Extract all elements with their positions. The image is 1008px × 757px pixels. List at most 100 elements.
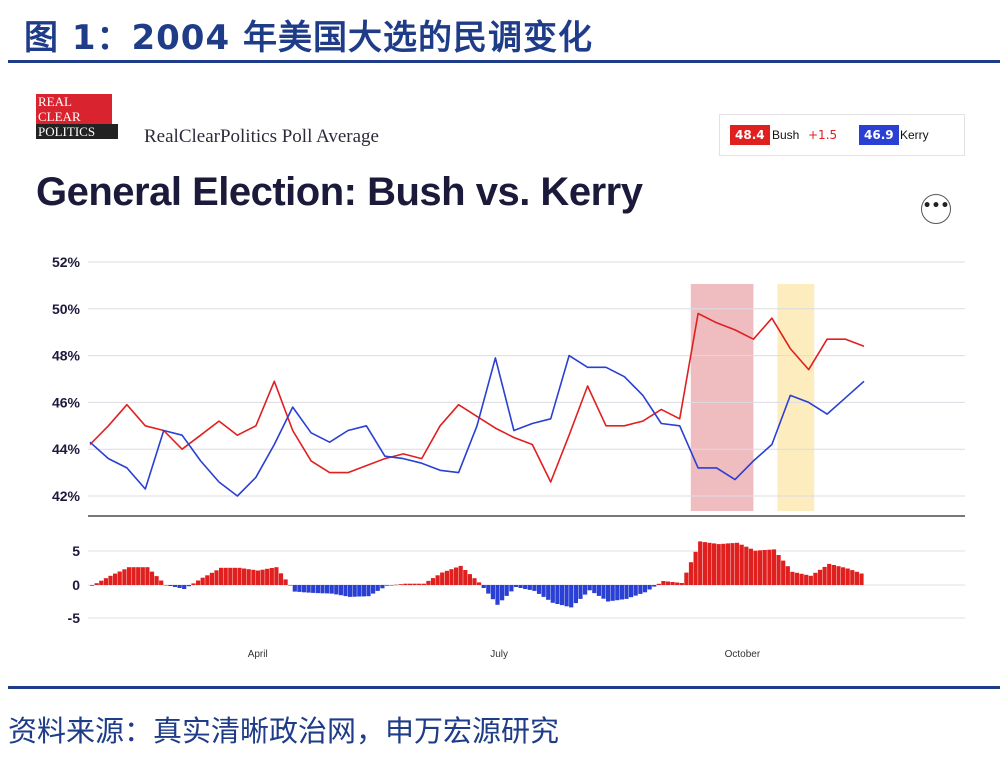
spread-bar: [403, 583, 408, 585]
rcp-logo: REAL CLEAR POLITICS: [36, 94, 120, 148]
spread-bar: [320, 585, 325, 594]
bush-legend-label: Bush: [772, 128, 800, 142]
spread-bar: [265, 568, 270, 585]
spread-bar: [532, 585, 537, 591]
spread-tick-label: -5: [68, 610, 81, 626]
spread-bar: [136, 567, 141, 585]
spread-bar: [679, 583, 684, 585]
spread-bar: [546, 585, 551, 600]
spread-bar: [159, 580, 164, 585]
spread-bar: [500, 585, 505, 601]
highlight-layer: [690, 284, 815, 511]
spread-bar: [758, 550, 763, 585]
chart-svg: 52% 50% 48% 46% 44% 42% 5 0 -5 April July October: [52, 254, 965, 660]
spread-bar: [684, 572, 689, 585]
spread-bar: [357, 585, 362, 597]
spread-bar: [721, 543, 726, 586]
spread-bar: [716, 544, 721, 585]
spread-bar: [108, 575, 113, 585]
spread-bar: [103, 578, 108, 585]
spread-bar: [389, 585, 394, 586]
logo-line-3: POLITICS: [36, 124, 118, 139]
spread-bar: [472, 578, 477, 585]
spread-bar: [288, 585, 293, 586]
spread-bar: [702, 542, 707, 585]
month-label: October: [725, 649, 761, 660]
spread-bar: [527, 585, 532, 590]
bush-spread: +1.5: [808, 128, 838, 142]
spread-bar: [177, 585, 182, 588]
spread-bar: [555, 585, 560, 604]
grid-layer: [88, 261, 965, 619]
spread-bar: [610, 585, 615, 601]
spread-bar: [771, 549, 777, 585]
spread-bar: [163, 585, 168, 586]
spread-bar: [398, 584, 403, 585]
spread-bar: [361, 585, 366, 597]
spread-bar: [518, 585, 523, 588]
spread-bar: [481, 585, 486, 588]
spread-bar: [753, 550, 758, 585]
spread-bar: [417, 583, 422, 585]
spread-bar: [509, 585, 514, 592]
spread-bar: [297, 585, 302, 592]
spread-bar: [573, 585, 578, 604]
spread-bar: [145, 567, 150, 585]
spread-bar: [850, 570, 855, 585]
spread-bar: [619, 585, 624, 600]
spread-bar: [735, 542, 740, 585]
spread-bar: [477, 582, 482, 585]
spread-bar: [665, 581, 671, 585]
top-rule: [8, 60, 1000, 63]
kerry-legend-label: Kerry: [900, 128, 929, 142]
spread-bar: [578, 585, 583, 599]
more-options-button[interactable]: •••: [921, 194, 951, 224]
legend: 48.4 Bush +1.5 46.9 Kerry: [719, 114, 965, 156]
spread-bar: [744, 546, 749, 585]
spread-bar: [467, 574, 472, 585]
spread-bar: [384, 585, 390, 586]
spread-bar: [407, 583, 413, 585]
y-tick-label: 44%: [52, 441, 81, 457]
spread-bar: [274, 567, 279, 585]
month-label: July: [490, 649, 508, 660]
spread-bar: [126, 567, 132, 585]
spread-bar: [306, 585, 311, 593]
spread-bar: [94, 583, 99, 585]
spread-bar: [214, 570, 219, 585]
spread-bar: [504, 585, 509, 596]
logo-line-1: REAL: [36, 94, 112, 109]
spread-bar: [693, 551, 698, 585]
spread-bar: [550, 585, 555, 603]
y-tick-label: 50%: [52, 301, 81, 317]
spread-bar: [329, 585, 334, 594]
y-tick-label: 46%: [52, 394, 81, 410]
spread-bar: [513, 585, 519, 587]
spread-bar: [458, 565, 463, 585]
spread-bar: [804, 574, 809, 585]
spread-bar: [140, 567, 145, 585]
spread-bar: [278, 573, 284, 585]
spread-bar: [845, 568, 850, 585]
spread-bar: [707, 542, 712, 585]
spread-bar: [495, 585, 500, 605]
spread-bar: [219, 567, 224, 585]
spread-bar: [523, 585, 528, 589]
spread-bar: [670, 582, 675, 585]
spread-bar: [587, 585, 592, 591]
spread-bar: [154, 576, 159, 585]
spread-bar: [698, 541, 703, 585]
spread-bar: [380, 585, 385, 589]
spread-bar: [656, 583, 661, 585]
figure-title: 图 1：2004 年美国大选的民调变化: [24, 18, 593, 58]
spread-bar: [292, 585, 297, 592]
spread-bar: [661, 581, 666, 585]
spread-bar: [113, 573, 118, 585]
spread-bar: [569, 585, 574, 608]
spread-bar: [827, 563, 832, 585]
spread-bar: [725, 543, 730, 585]
spread-bar: [182, 585, 187, 589]
line-layer: [89, 312, 865, 497]
spread-bar: [242, 568, 247, 585]
spread-bar: [615, 585, 620, 601]
